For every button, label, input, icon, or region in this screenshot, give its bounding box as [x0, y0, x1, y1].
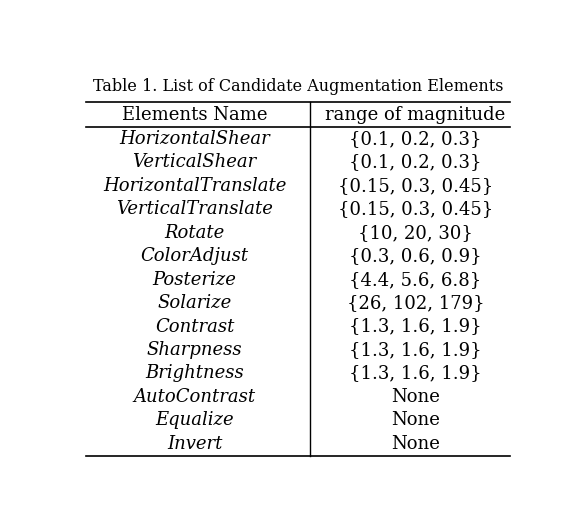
Text: ColorAdjust: ColorAdjust — [140, 247, 249, 265]
Text: Table 1. List of Candidate Augmentation Elements: Table 1. List of Candidate Augmentation … — [93, 78, 503, 95]
Text: AutoContrast: AutoContrast — [133, 388, 255, 406]
Text: {1.3, 1.6, 1.9}: {1.3, 1.6, 1.9} — [349, 365, 482, 383]
Text: {0.1, 0.2, 0.3}: {0.1, 0.2, 0.3} — [349, 130, 482, 148]
Text: VerticalTranslate: VerticalTranslate — [116, 200, 273, 218]
Text: HorizontalShear: HorizontalShear — [119, 130, 270, 148]
Text: Brightness: Brightness — [145, 365, 244, 383]
Text: Rotate: Rotate — [164, 224, 225, 242]
Text: {26, 102, 179}: {26, 102, 179} — [347, 294, 484, 312]
Text: {1.3, 1.6, 1.9}: {1.3, 1.6, 1.9} — [349, 317, 482, 335]
Text: Sharpness: Sharpness — [147, 341, 242, 359]
Text: Invert: Invert — [167, 435, 222, 453]
Text: Solarize: Solarize — [157, 294, 232, 312]
Text: {0.15, 0.3, 0.45}: {0.15, 0.3, 0.45} — [338, 176, 493, 195]
Text: {0.3, 0.6, 0.9}: {0.3, 0.6, 0.9} — [349, 247, 482, 265]
Text: range of magnitude: range of magnitude — [325, 107, 506, 124]
Text: None: None — [391, 411, 440, 429]
Text: Equalize: Equalize — [155, 411, 234, 429]
Text: Posterize: Posterize — [152, 271, 236, 289]
Text: {0.15, 0.3, 0.45}: {0.15, 0.3, 0.45} — [338, 200, 493, 218]
Text: None: None — [391, 388, 440, 406]
Text: None: None — [391, 435, 440, 453]
Text: {10, 20, 30}: {10, 20, 30} — [358, 224, 473, 242]
Text: HorizontalTranslate: HorizontalTranslate — [103, 176, 286, 195]
Text: VerticalShear: VerticalShear — [133, 153, 257, 171]
Text: {4.4, 5.6, 6.8}: {4.4, 5.6, 6.8} — [349, 271, 482, 289]
Text: {1.3, 1.6, 1.9}: {1.3, 1.6, 1.9} — [349, 341, 482, 359]
Text: Elements Name: Elements Name — [122, 107, 267, 124]
Text: {0.1, 0.2, 0.3}: {0.1, 0.2, 0.3} — [349, 153, 482, 171]
Text: Contrast: Contrast — [155, 317, 234, 335]
